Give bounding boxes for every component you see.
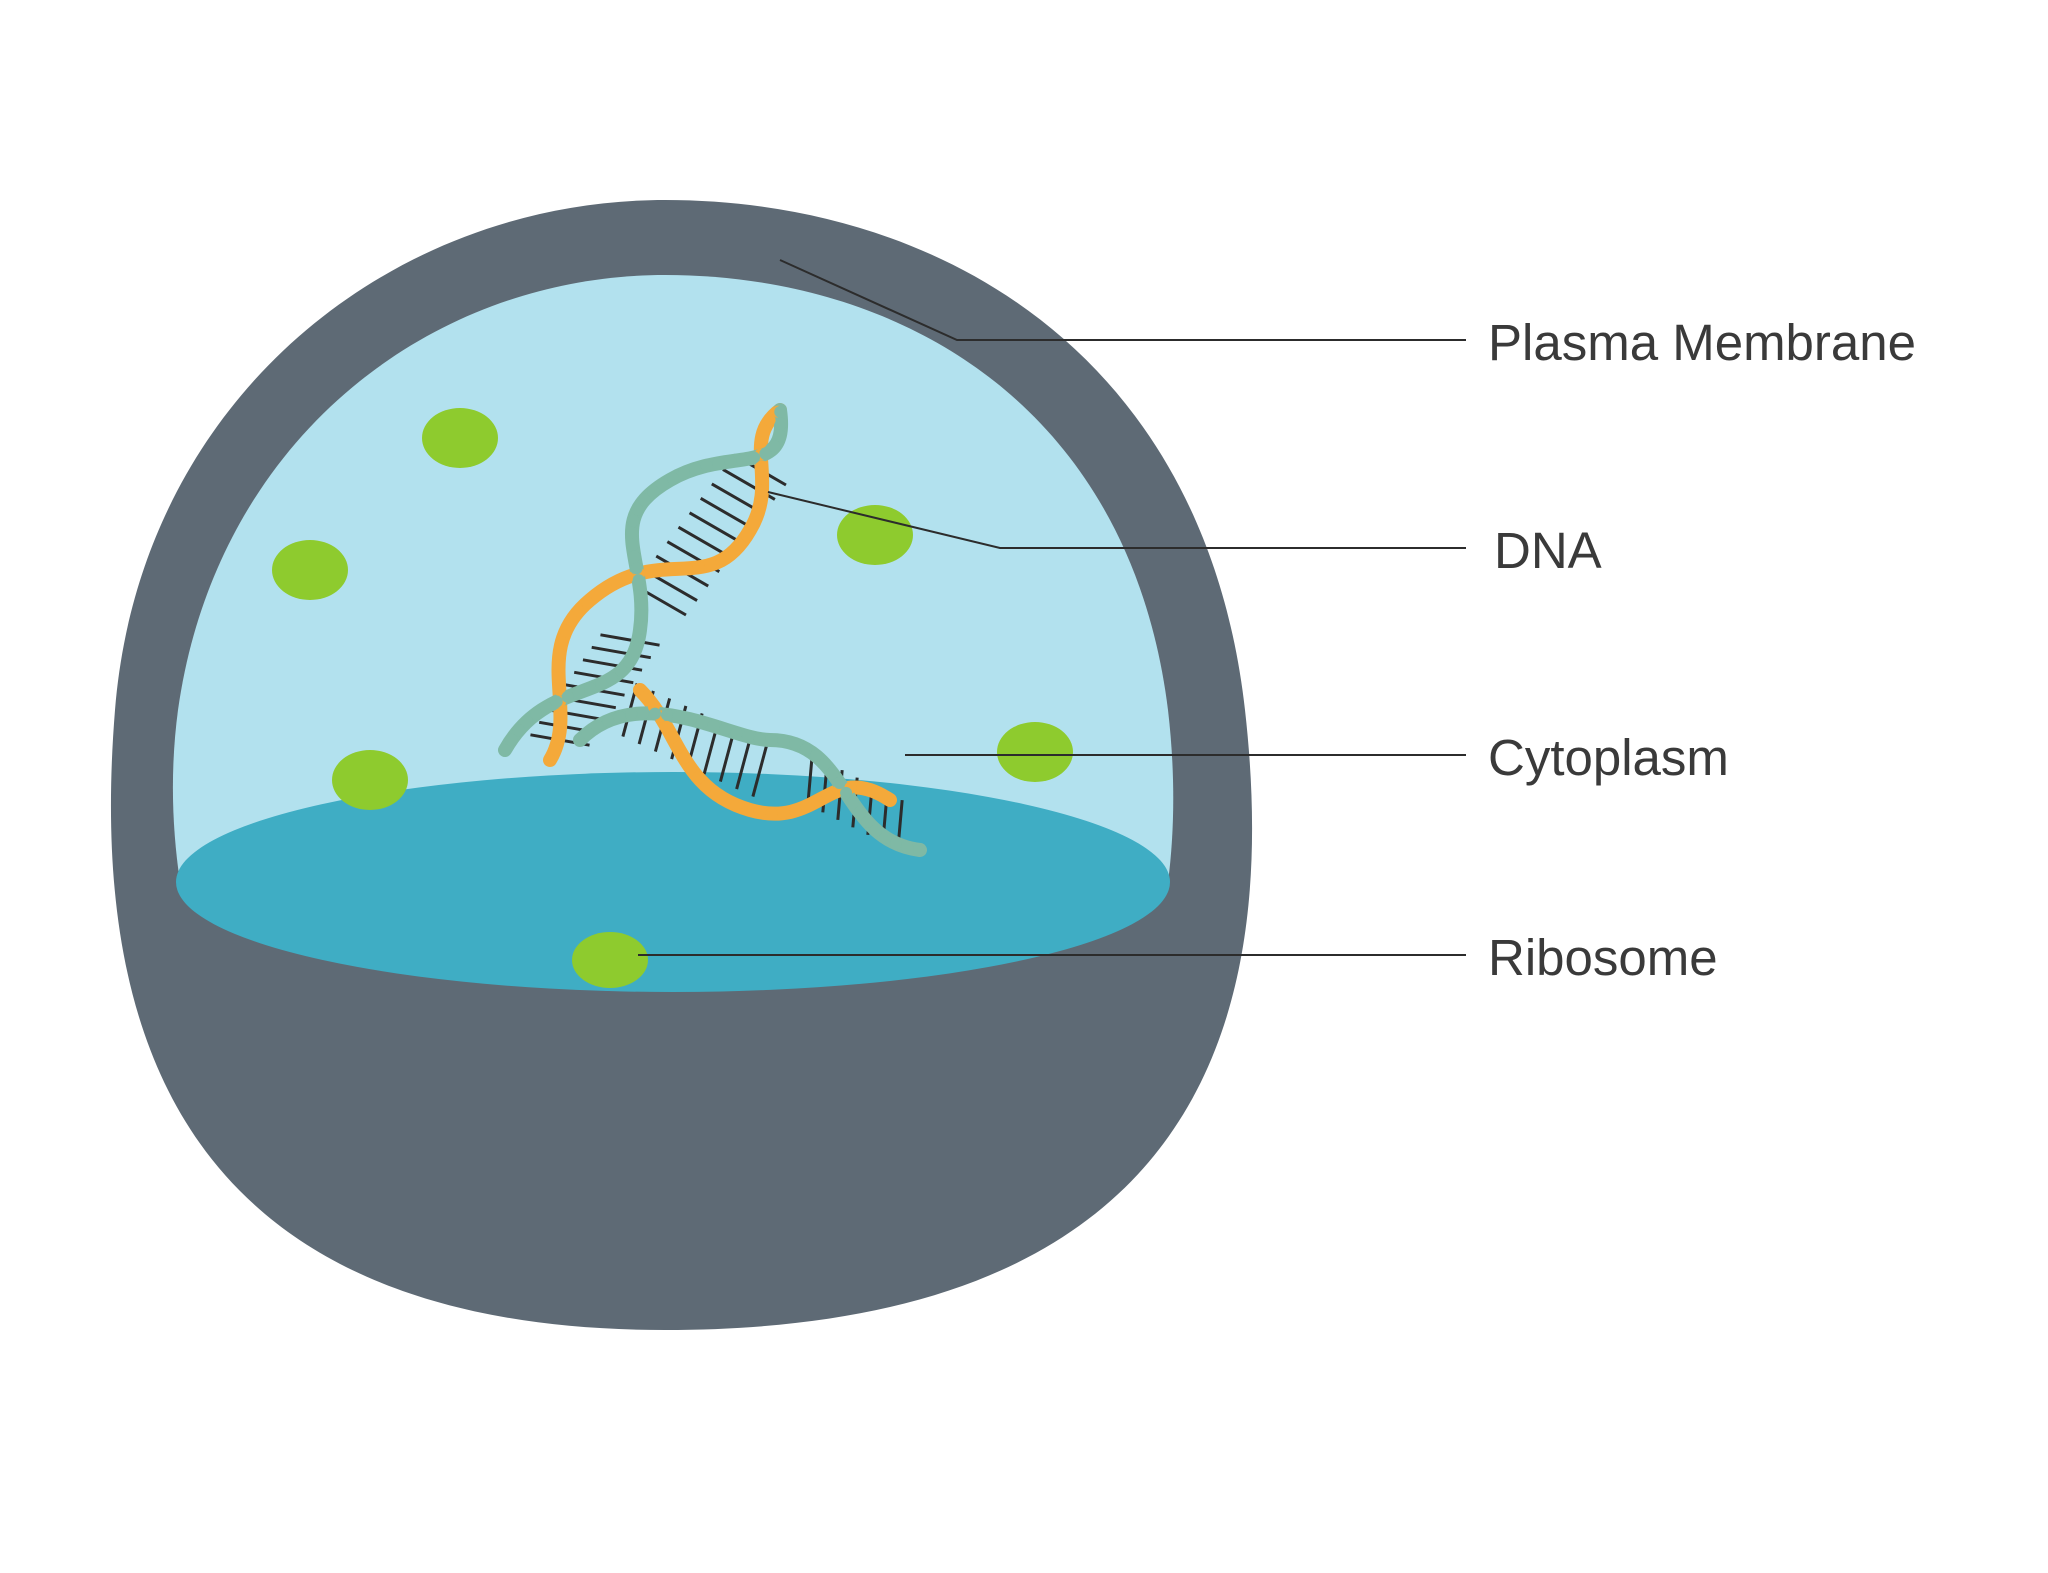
ribosome bbox=[837, 505, 913, 565]
label-dna: DNA bbox=[1494, 522, 1602, 579]
label-ribosome: Ribosome bbox=[1488, 929, 1718, 986]
cell-diagram: Plasma Membrane DNA Cytoplasm Ribosome bbox=[0, 0, 2048, 1573]
ribosome bbox=[997, 722, 1073, 782]
ribosome bbox=[332, 750, 408, 810]
label-cytoplasm: Cytoplasm bbox=[1488, 729, 1729, 786]
labels-group: Plasma Membrane DNA Cytoplasm Ribosome bbox=[1488, 314, 1916, 986]
ribosome bbox=[272, 540, 348, 600]
label-plasma-membrane: Plasma Membrane bbox=[1488, 314, 1916, 371]
ribosome bbox=[572, 932, 648, 988]
cytoplasm-floor bbox=[176, 772, 1170, 992]
ribosome bbox=[422, 408, 498, 468]
